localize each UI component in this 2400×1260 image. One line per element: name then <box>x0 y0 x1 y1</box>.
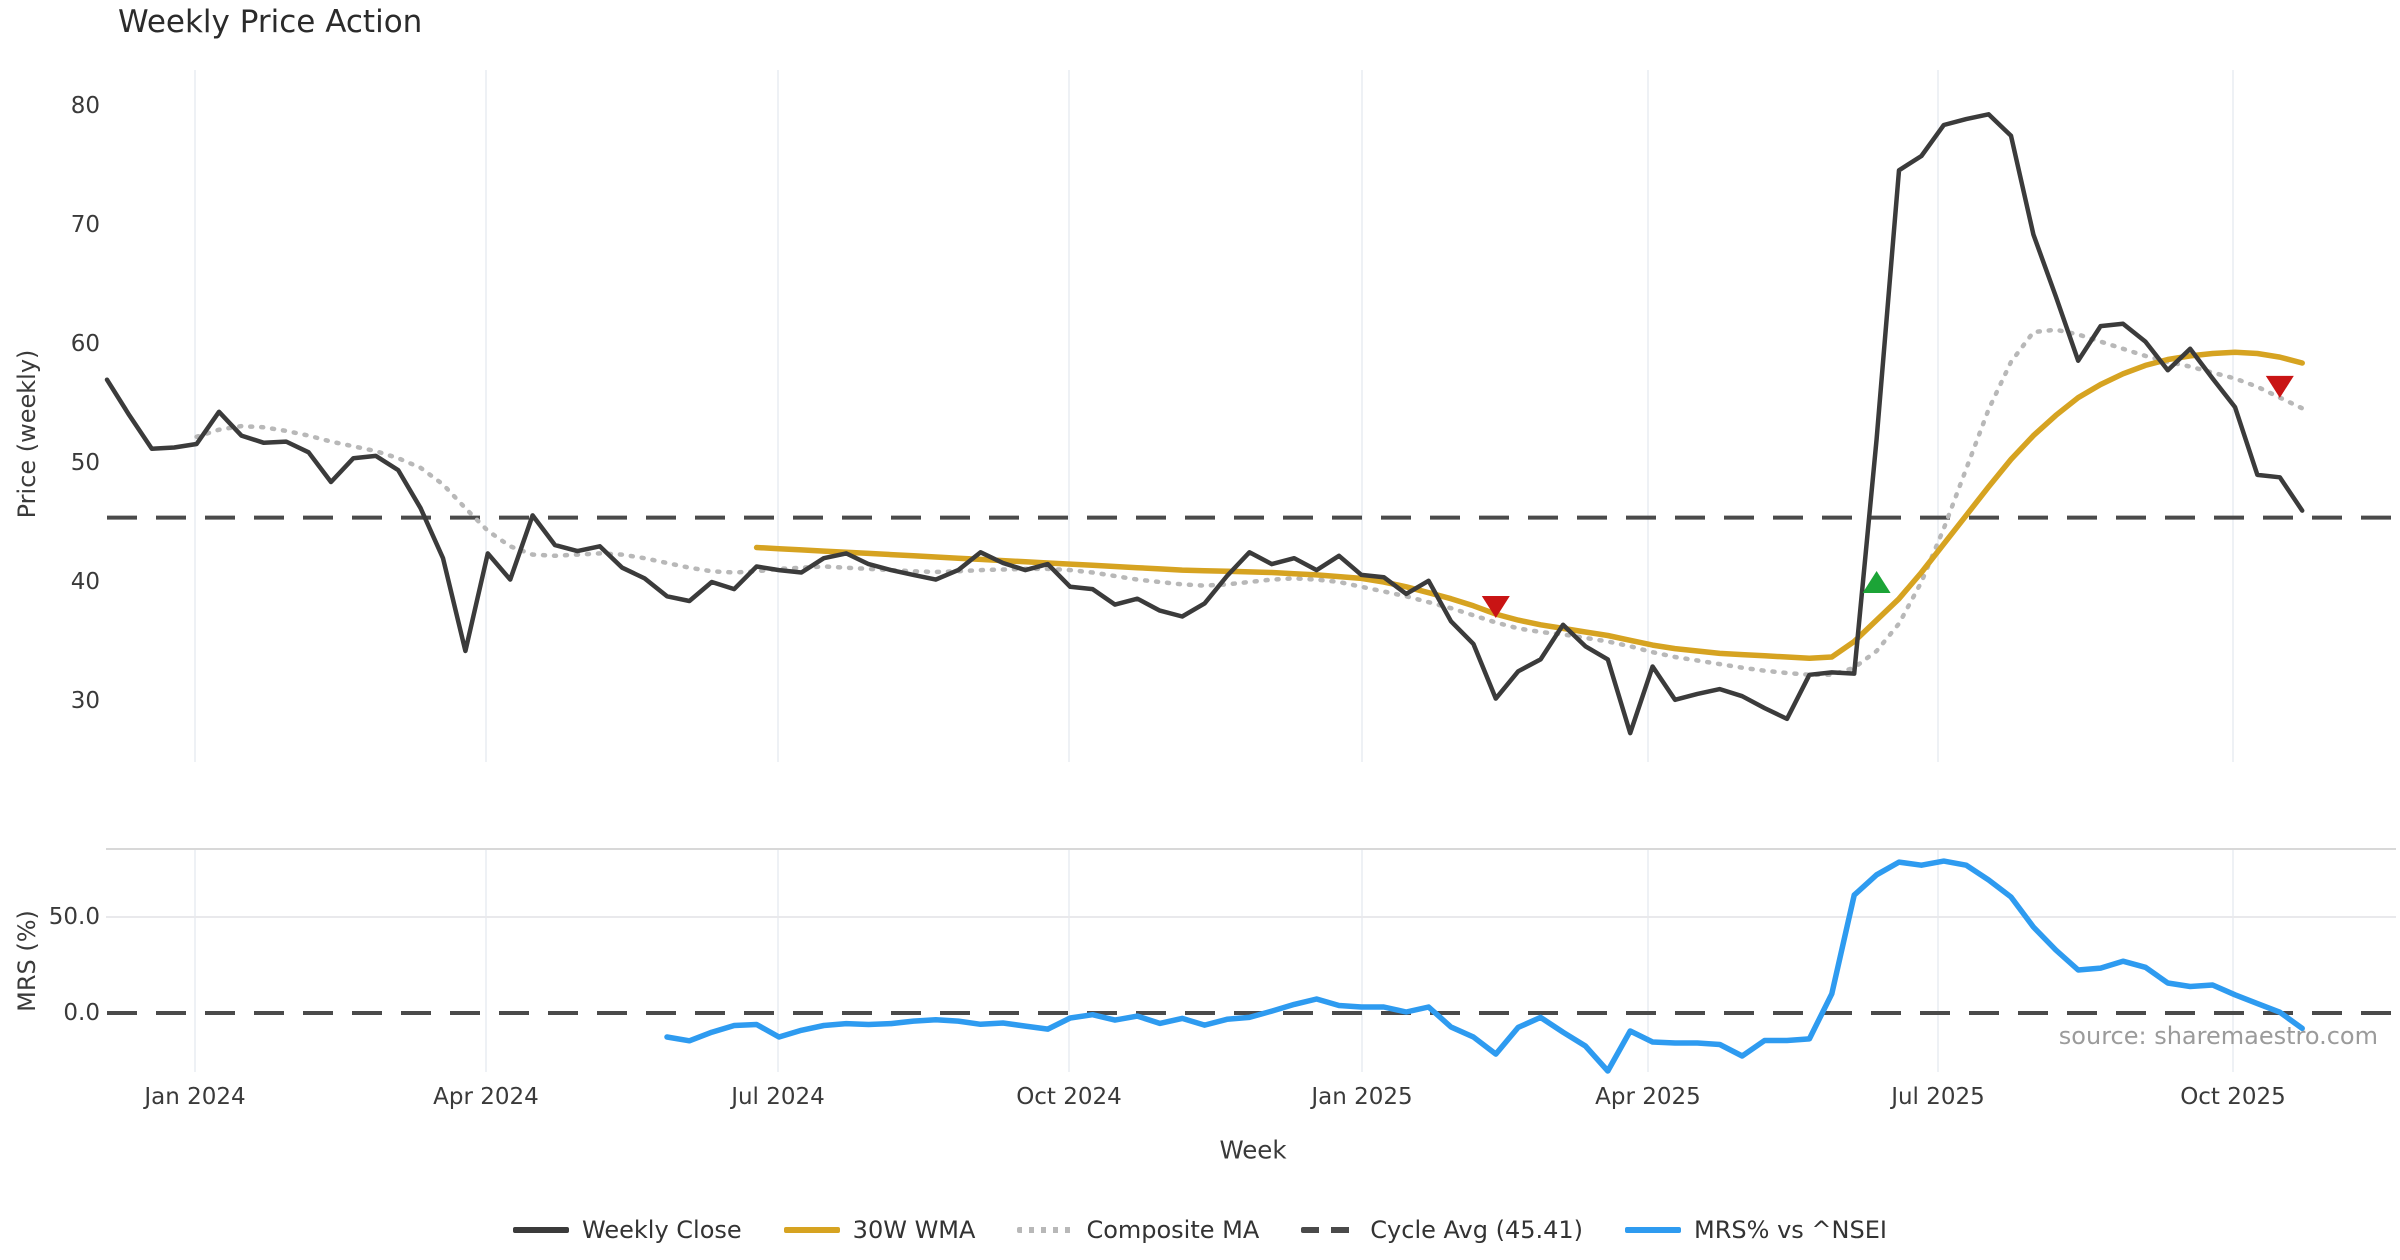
legend: Weekly Close 30W WMA Composite MA Cycle Avg… <box>0 1207 2400 1253</box>
legend-item: Cycle Avg (45.41) <box>1301 1216 1583 1244</box>
page-title: Weekly Price Action <box>118 4 423 40</box>
legend-swatch-solid <box>783 1227 840 1233</box>
legend-label: Cycle Avg (45.41) <box>1370 1216 1584 1244</box>
x-tick: Jul 2024 <box>731 1084 825 1110</box>
wma-line <box>753 349 2305 661</box>
legend-swatch-solid <box>1625 1227 1682 1233</box>
mrs-ytick: 50.0 <box>48 904 100 930</box>
mrs-ytick: 0.0 <box>63 1000 100 1026</box>
x-tick: Apr 2024 <box>433 1084 539 1110</box>
x-tick: Oct 2024 <box>1016 1084 1122 1110</box>
legend-item: MRS% vs ^NSEI <box>1625 1216 1887 1244</box>
buy-signal-marker <box>1862 571 1891 593</box>
price-ytick: 30 <box>70 688 100 714</box>
source-credit: source: sharemaestro.com <box>2058 1022 2378 1050</box>
price-ytick: 70 <box>70 212 100 238</box>
price-ytick: 80 <box>70 93 100 119</box>
legend-label: Weekly Close <box>582 1216 742 1244</box>
legend-swatch-solid <box>513 1227 570 1233</box>
composite-ma-line <box>194 327 2305 678</box>
price-ytick: 50 <box>70 450 100 476</box>
legend-label: 30W WMA <box>852 1216 976 1244</box>
legend-item: 30W WMA <box>783 1216 976 1244</box>
legend-label: Composite MA <box>1086 1216 1260 1244</box>
sell-signal-marker <box>1481 595 1510 618</box>
mrs-line <box>664 858 2305 1074</box>
legend-swatch-dotted <box>1017 1227 1074 1233</box>
legend-item: Weekly Close <box>513 1216 742 1244</box>
legend-swatch-dashed <box>1301 1227 1358 1233</box>
x-tick: Jul 2025 <box>1891 1084 1985 1110</box>
price-ytick: 40 <box>70 569 100 595</box>
x-tick: Apr 2025 <box>1595 1084 1701 1110</box>
x-tick: Jan 2024 <box>144 1084 246 1110</box>
price-ytick: 60 <box>70 331 100 357</box>
legend-item: Composite MA <box>1017 1216 1259 1244</box>
weekly-close-line <box>104 112 2305 736</box>
x-tick: Oct 2025 <box>2180 1084 2286 1110</box>
sell-signal-marker <box>2265 375 2294 398</box>
legend-label: MRS% vs ^NSEI <box>1694 1216 1887 1244</box>
x-tick: Jan 2025 <box>1311 1084 1413 1110</box>
x-axis-label: Week <box>1219 1135 1287 1165</box>
